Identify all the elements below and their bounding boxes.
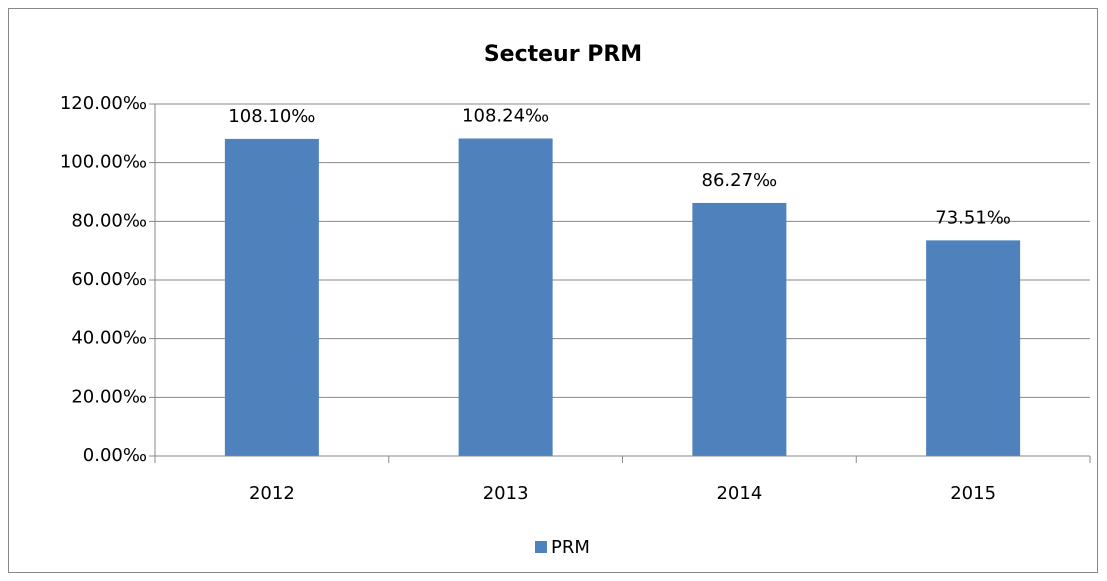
value-label: 86.27‰	[702, 170, 778, 191]
x-tick-label: 2013	[483, 483, 529, 504]
x-tick-label: 2014	[716, 483, 762, 504]
bar	[926, 240, 1021, 456]
bar	[692, 202, 787, 456]
x-tick-label: 2012	[249, 483, 295, 504]
bar	[224, 138, 319, 456]
y-tick-label: 120.00‰	[60, 93, 147, 114]
chart-border	[8, 8, 1098, 573]
y-tick-label: 60.00‰	[71, 269, 147, 290]
value-label: 108.24‰	[462, 105, 549, 126]
y-tick-label: 0.00‰	[83, 445, 147, 466]
value-label: 73.51‰	[935, 207, 1011, 228]
y-tick-label: 40.00‰	[71, 328, 147, 349]
chart-title: Secteur PRM	[484, 42, 642, 67]
x-tick-label: 2015	[950, 483, 996, 504]
y-tick-label: 80.00‰	[71, 210, 147, 231]
legend-swatch	[535, 541, 547, 553]
value-label: 108.10‰	[228, 106, 315, 127]
legend-label: PRM	[551, 537, 590, 558]
y-tick-label: 100.00‰	[60, 152, 147, 173]
bar	[458, 138, 553, 456]
y-tick-label: 20.00‰	[71, 386, 147, 407]
